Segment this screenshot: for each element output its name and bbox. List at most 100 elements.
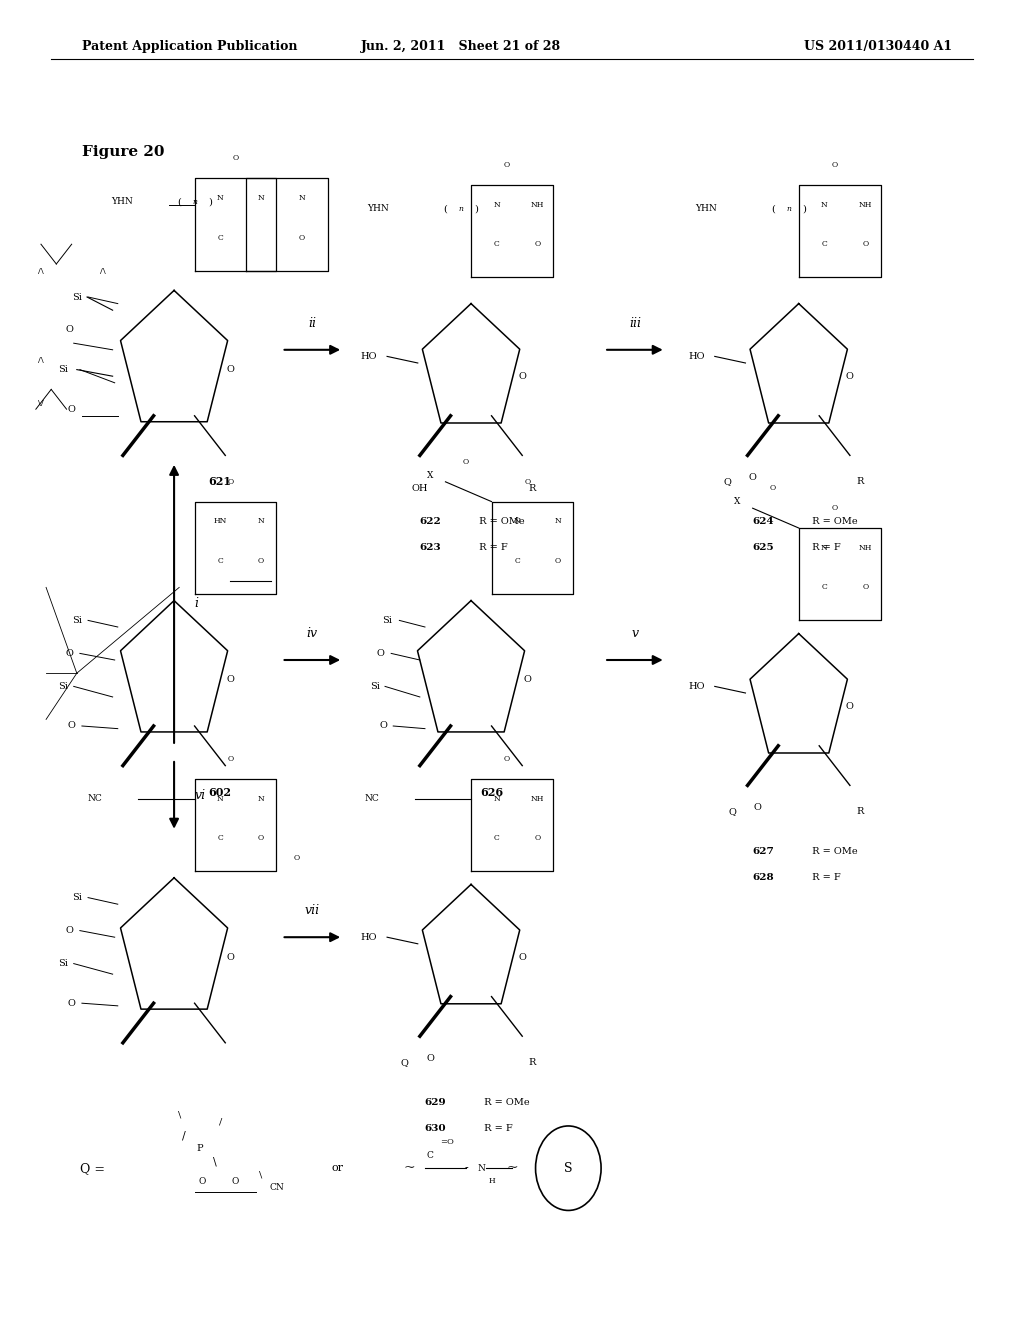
Text: 622: 622 bbox=[419, 517, 441, 525]
Text: US 2011/0130440 A1: US 2011/0130440 A1 bbox=[804, 40, 952, 53]
Text: O: O bbox=[231, 1177, 240, 1185]
Text: vii: vii bbox=[305, 904, 319, 917]
Text: O: O bbox=[754, 804, 762, 812]
Text: N: N bbox=[217, 795, 223, 803]
Text: O: O bbox=[294, 854, 300, 862]
Text: NC: NC bbox=[365, 795, 379, 803]
Text: v: v bbox=[632, 627, 638, 640]
Text: X: X bbox=[734, 498, 740, 506]
Text: R: R bbox=[528, 1059, 537, 1067]
Text: O: O bbox=[535, 240, 541, 248]
Text: 630: 630 bbox=[424, 1125, 446, 1133]
Text: 623: 623 bbox=[419, 544, 441, 552]
Text: Si: Si bbox=[382, 616, 392, 624]
Text: R = OMe: R = OMe bbox=[481, 1098, 529, 1106]
Text: O: O bbox=[226, 953, 234, 961]
Text: \: \ bbox=[177, 1111, 181, 1119]
Text: O: O bbox=[68, 405, 76, 413]
Text: Si: Si bbox=[58, 366, 69, 374]
Text: O: O bbox=[846, 702, 854, 710]
Text: HO: HO bbox=[688, 352, 705, 360]
Text: Si: Si bbox=[370, 682, 380, 690]
Text: iv: iv bbox=[307, 627, 317, 640]
Text: O: O bbox=[226, 676, 234, 684]
Text: Q: Q bbox=[723, 478, 731, 486]
Text: O: O bbox=[463, 458, 469, 466]
Text: N: N bbox=[494, 201, 500, 209]
Text: R = OMe: R = OMe bbox=[476, 517, 524, 525]
Text: O: O bbox=[504, 755, 510, 763]
Text: /: / bbox=[182, 1130, 186, 1140]
Text: Patent Application Publication: Patent Application Publication bbox=[82, 40, 297, 53]
Text: HO: HO bbox=[360, 352, 377, 360]
Text: ~: ~ bbox=[506, 1162, 518, 1175]
Text: C: C bbox=[494, 834, 500, 842]
Text: Q: Q bbox=[728, 808, 736, 816]
Text: Jun. 2, 2011   Sheet 21 of 28: Jun. 2, 2011 Sheet 21 of 28 bbox=[360, 40, 561, 53]
Text: N: N bbox=[821, 201, 827, 209]
Text: O: O bbox=[518, 372, 526, 380]
Text: -: - bbox=[464, 1163, 468, 1173]
Text: R = F: R = F bbox=[476, 544, 508, 552]
Text: O: O bbox=[258, 557, 264, 565]
Text: O: O bbox=[524, 478, 530, 486]
Text: ii: ii bbox=[308, 317, 316, 330]
Text: Q =: Q = bbox=[80, 1162, 104, 1175]
Text: ~: ~ bbox=[403, 1162, 416, 1175]
Text: R = OMe: R = OMe bbox=[809, 847, 857, 855]
Text: N: N bbox=[258, 194, 264, 202]
Text: (: ( bbox=[177, 198, 181, 206]
Text: /\: /\ bbox=[99, 267, 105, 275]
Text: O: O bbox=[535, 834, 541, 842]
Text: i: i bbox=[195, 598, 199, 610]
Text: ): ) bbox=[802, 205, 806, 213]
Text: N: N bbox=[514, 517, 520, 525]
Text: YHN: YHN bbox=[368, 205, 389, 213]
Text: 626: 626 bbox=[480, 787, 503, 797]
Text: \/: \/ bbox=[38, 399, 44, 407]
Text: H: H bbox=[488, 1177, 495, 1185]
Text: n: n bbox=[193, 198, 197, 206]
Text: OH: OH bbox=[412, 484, 428, 492]
Text: C: C bbox=[514, 557, 520, 565]
Text: 624: 624 bbox=[752, 517, 774, 525]
Text: n: n bbox=[786, 205, 791, 213]
Text: 621: 621 bbox=[209, 477, 231, 487]
Text: O: O bbox=[862, 240, 868, 248]
Text: O: O bbox=[68, 722, 76, 730]
Text: YHN: YHN bbox=[695, 205, 717, 213]
Text: C: C bbox=[217, 557, 223, 565]
Text: vi: vi bbox=[195, 789, 206, 801]
Text: O: O bbox=[555, 557, 561, 565]
Text: O: O bbox=[770, 484, 776, 492]
Text: R = OMe: R = OMe bbox=[809, 517, 857, 525]
Text: C: C bbox=[217, 234, 223, 242]
Text: /\: /\ bbox=[38, 267, 44, 275]
Text: YHN: YHN bbox=[112, 198, 133, 206]
Text: R = F: R = F bbox=[809, 544, 841, 552]
Text: S: S bbox=[564, 1162, 572, 1175]
Text: HO: HO bbox=[688, 682, 705, 690]
Text: 627: 627 bbox=[752, 847, 774, 855]
Text: NH: NH bbox=[858, 544, 872, 552]
Text: N: N bbox=[821, 544, 827, 552]
Text: O: O bbox=[66, 927, 74, 935]
Text: CN: CN bbox=[269, 1184, 284, 1192]
Text: C: C bbox=[217, 834, 223, 842]
Text: Si: Si bbox=[72, 616, 82, 624]
Text: O: O bbox=[862, 583, 868, 591]
Text: \: \ bbox=[213, 1156, 217, 1167]
Text: C: C bbox=[821, 583, 827, 591]
Text: O: O bbox=[379, 722, 387, 730]
Text: N: N bbox=[299, 194, 305, 202]
Text: N: N bbox=[494, 795, 500, 803]
Text: O: O bbox=[377, 649, 385, 657]
Text: Si: Si bbox=[58, 682, 69, 690]
Text: C: C bbox=[821, 240, 827, 248]
Text: O: O bbox=[66, 649, 74, 657]
Text: (: ( bbox=[771, 205, 775, 213]
Text: 629: 629 bbox=[424, 1098, 446, 1106]
Text: O: O bbox=[226, 366, 234, 374]
Text: R = F: R = F bbox=[809, 874, 841, 882]
Text: Si: Si bbox=[72, 293, 82, 301]
